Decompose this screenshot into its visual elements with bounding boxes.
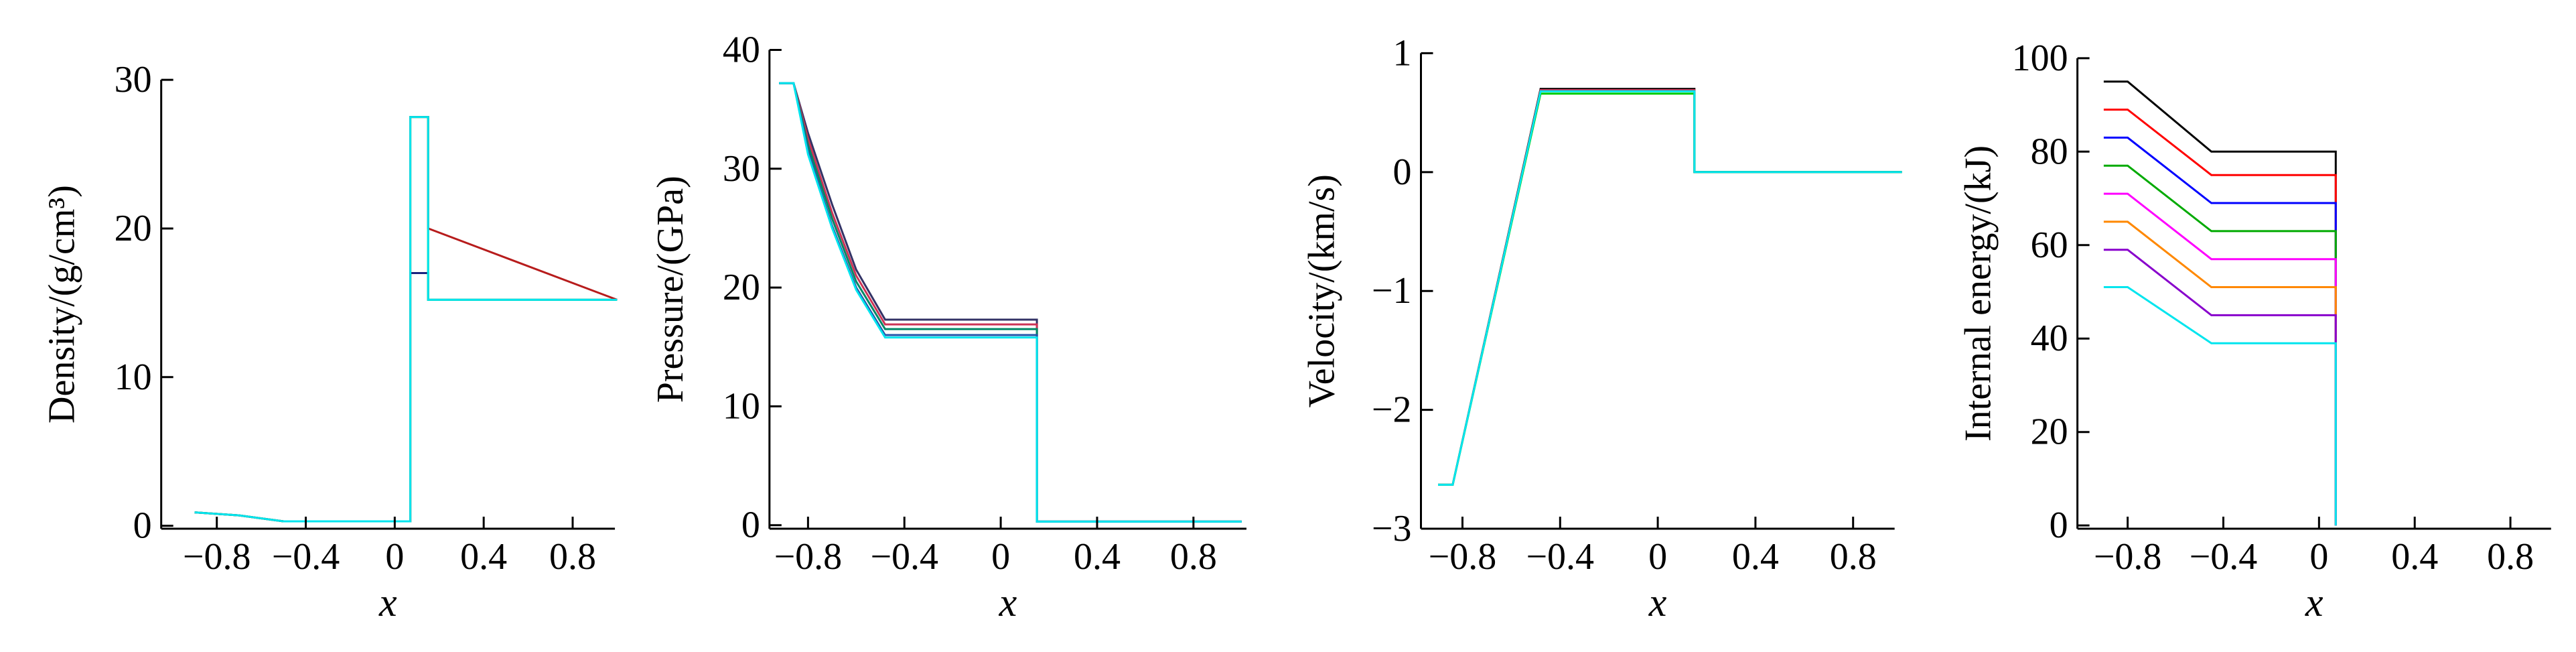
data-line bbox=[2103, 164, 2337, 526]
x-tick-label: 0.8 bbox=[1830, 536, 1877, 578]
x-tick-label: −0.8 bbox=[774, 536, 843, 578]
y-axis-label: Density/(g/cm³) bbox=[42, 185, 83, 423]
y-tick-label: 40 bbox=[723, 29, 760, 70]
data-line bbox=[779, 82, 1242, 523]
x-tick-label: 0.4 bbox=[1732, 536, 1779, 578]
y-axis-label: Pressure/(GPa) bbox=[650, 176, 691, 403]
x-tick-label: 0.8 bbox=[549, 536, 596, 578]
y-tick-label: 20 bbox=[2031, 411, 2068, 453]
data-line bbox=[1438, 88, 1902, 486]
y-tick-label: 0 bbox=[741, 505, 760, 546]
y-tick-label: 40 bbox=[2031, 318, 2068, 359]
y-tick-label: 1 bbox=[1393, 32, 1412, 74]
x-tick-label: −0.4 bbox=[2190, 536, 2258, 578]
y-tick-label: −1 bbox=[1372, 270, 1412, 312]
x-tick-label: 0.8 bbox=[2487, 536, 2534, 578]
x-tick-label: −0.8 bbox=[1429, 536, 1497, 578]
x-axis-label: x bbox=[378, 580, 397, 625]
data-line bbox=[779, 82, 1242, 523]
x-tick-label: 0 bbox=[385, 536, 404, 578]
x-tick-label: 0 bbox=[1648, 536, 1667, 578]
y-axis-label: Velocity/(km/s) bbox=[1301, 174, 1343, 407]
y-tick-label: −2 bbox=[1372, 389, 1412, 431]
x-tick-label: −0.4 bbox=[1526, 536, 1594, 578]
x-axis-label: x bbox=[999, 580, 1017, 625]
data-line bbox=[2103, 286, 2337, 526]
y-tick-label: 20 bbox=[115, 208, 152, 249]
y-tick-label: 30 bbox=[723, 148, 760, 190]
x-tick-label: 0.4 bbox=[2391, 536, 2438, 578]
data-line bbox=[194, 116, 618, 523]
y-tick-label: 10 bbox=[115, 356, 152, 398]
x-tick-label: 0 bbox=[2309, 536, 2328, 578]
data-line bbox=[779, 82, 1242, 523]
data-line bbox=[194, 116, 618, 523]
x-axis-label: x bbox=[2305, 580, 2323, 625]
data-line bbox=[1438, 90, 1902, 486]
y-tick-label: 0 bbox=[2050, 505, 2068, 546]
x-tick-label: −0.4 bbox=[870, 536, 938, 578]
data-line bbox=[779, 82, 1242, 523]
data-line bbox=[194, 116, 618, 523]
data-line bbox=[194, 272, 618, 523]
data-line bbox=[2103, 249, 2337, 526]
data-line bbox=[2103, 136, 2337, 526]
x-tick-label: 0.4 bbox=[460, 536, 507, 578]
x-tick-label: 0.8 bbox=[1170, 536, 1217, 578]
data-line bbox=[2103, 220, 2337, 526]
x-tick-label: 0 bbox=[991, 536, 1010, 578]
data-line bbox=[2103, 109, 2337, 526]
y-tick-label: 20 bbox=[723, 267, 760, 308]
x-tick-label: −0.8 bbox=[2094, 536, 2162, 578]
x-tick-label: −0.4 bbox=[272, 536, 340, 578]
y-tick-label: 30 bbox=[115, 59, 152, 101]
y-tick-label: 80 bbox=[2031, 131, 2068, 172]
data-line bbox=[2103, 80, 2337, 526]
data-line bbox=[1438, 92, 1902, 486]
x-tick-label: −0.8 bbox=[183, 536, 251, 578]
y-tick-label: 0 bbox=[1393, 151, 1412, 193]
y-tick-label: 0 bbox=[133, 505, 152, 547]
x-tick-label: 0.4 bbox=[1074, 536, 1121, 578]
y-tick-label: 100 bbox=[2012, 38, 2068, 79]
y-tick-label: 10 bbox=[723, 385, 760, 427]
y-axis-label: Internal energy/(kJ) bbox=[1958, 145, 1999, 442]
x-axis-label: x bbox=[1648, 580, 1667, 625]
data-line bbox=[779, 82, 1242, 523]
data-line bbox=[2103, 192, 2337, 526]
y-tick-label: −3 bbox=[1372, 508, 1412, 549]
y-tick-label: 60 bbox=[2031, 224, 2068, 266]
data-line bbox=[1438, 88, 1902, 486]
